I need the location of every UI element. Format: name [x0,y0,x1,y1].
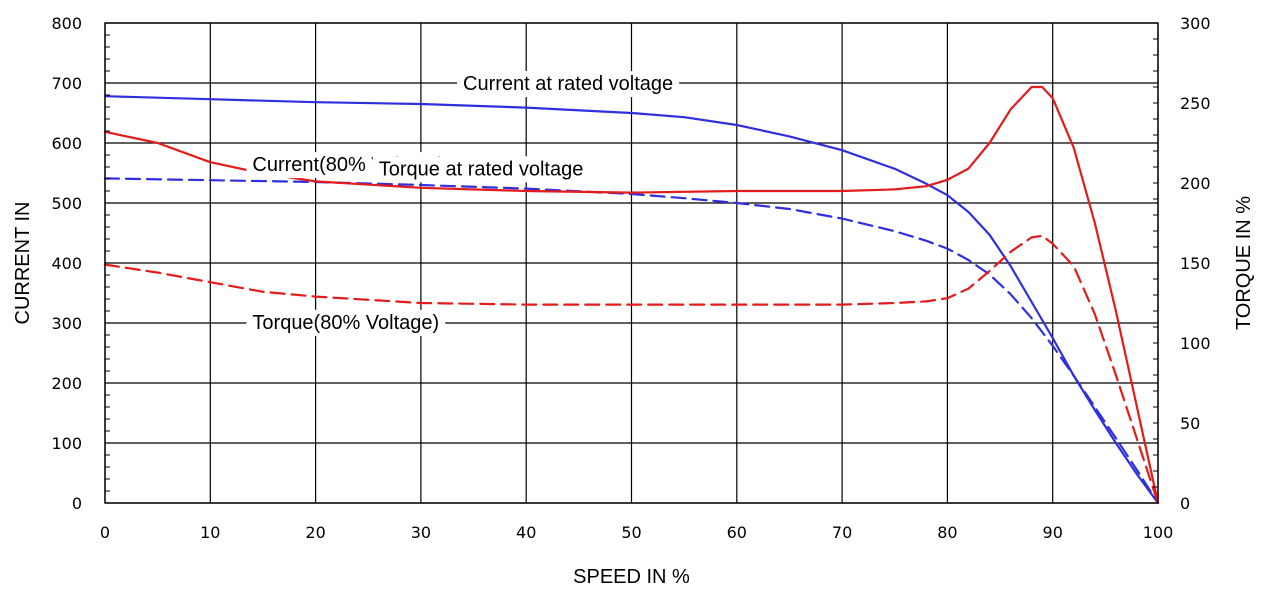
axis-layer: 0 10 20 30 40 50 60 70 80 90 100010020030040050060… [51,14,1210,542]
annotation-label-1: Current at rated voltage [463,73,673,95]
x-axis-title: SPEED IN % [573,566,690,588]
series-line-3 [103,85,1160,505]
y-axis-left-title: CURRENT IN [12,202,34,325]
series-line-2 [103,177,1160,505]
plot-frame [104,22,1159,504]
y-left-tick-label: 0 [72,494,82,513]
x-tick-label: 100 [1143,523,1174,542]
y-left-tick-label: 800 [51,14,82,33]
series-line-4 [103,234,1160,505]
x-tick-label: 30 [411,523,431,542]
y-left-tick-label: 200 [51,374,82,393]
x-tick-label: 10 [200,523,220,542]
x-tick-label: 50 [621,523,641,542]
x-tick-label: 60 [727,523,747,542]
x-tick-label: 80 [937,523,957,542]
x-tick-label: 40 [516,523,536,542]
y-left-tick-label: 700 [51,74,82,93]
annotation-background-3 [372,156,590,183]
x-tick-label: 20 [305,523,325,542]
x-tick-label: 70 [832,523,852,542]
annotation-background-4 [246,309,446,336]
y-left-tick-label: 400 [51,254,82,273]
y-right-tick-label: 250 [1180,94,1211,113]
y-right-tick-label: 300 [1180,14,1211,33]
y-left-tick-label: 600 [51,134,82,153]
annotation-background-1 [457,71,680,98]
y-right-tick-label: 200 [1180,174,1211,193]
y-right-tick-label: 50 [1180,414,1200,433]
x-tick-label: 0 [100,523,110,542]
series-layer [103,85,1160,505]
y-left-tick-label: 500 [51,194,82,213]
annotation-label-3: Torque at rated voltage [379,158,584,180]
y-left-tick-label: 300 [51,314,82,333]
y-axis-right-title: TORQUE IN % [1233,196,1255,330]
y-right-tick-label: 0 [1180,494,1190,513]
y-right-tick-label: 150 [1180,254,1211,273]
annotation-label-4: Torque(80% Voltage) [252,312,439,334]
y-left-tick-label: 100 [51,434,82,453]
x-tick-label: 90 [1043,523,1063,542]
y-right-tick-label: 100 [1180,334,1211,353]
